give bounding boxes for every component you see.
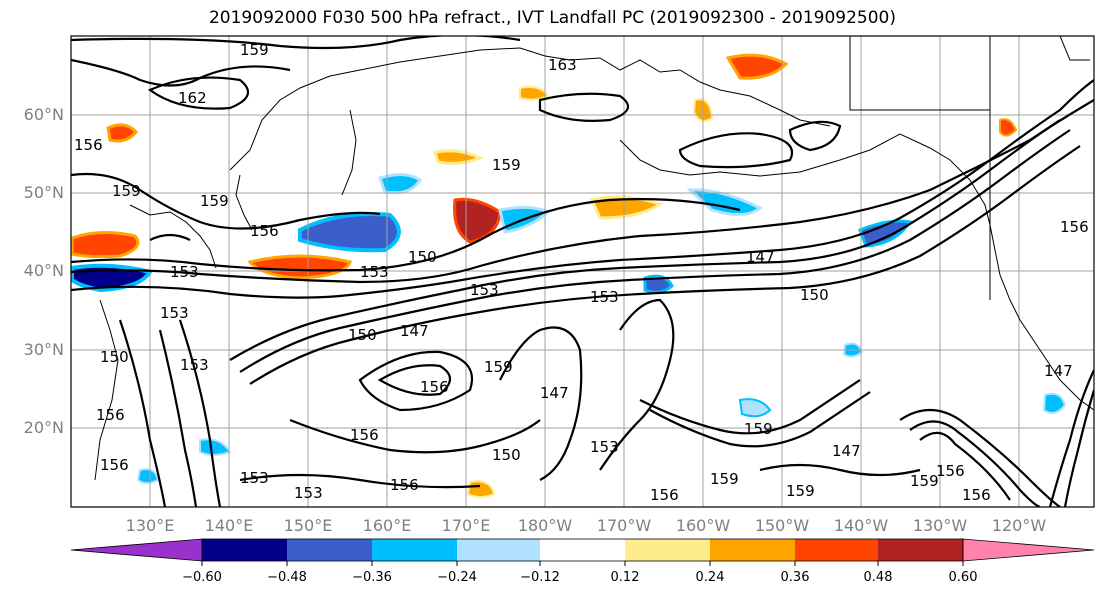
contour-label: 156 [650, 486, 679, 504]
lat-label: 20°N [23, 418, 64, 437]
contour-label: 156 [962, 486, 991, 504]
contour-label: 153 [170, 263, 199, 281]
lon-label: 140°E [204, 516, 254, 535]
map-title: 2019092000 F030 500 hPa refract., IVT La… [208, 8, 896, 28]
contour-label: 156 [350, 426, 379, 444]
contour-label: 159 [744, 420, 773, 438]
lon-label: 120°W [991, 516, 1047, 535]
contour-label: 156 [96, 406, 125, 424]
colorbar-tick-label: 0.60 [948, 570, 978, 585]
colorbar-segment [540, 539, 625, 561]
lon-label: 140°W [833, 516, 889, 535]
contour-label: 150 [100, 348, 129, 366]
lon-label: 160°W [675, 516, 731, 535]
contour-label: 156 [420, 378, 449, 396]
contour-label: 150 [492, 446, 521, 464]
colorbar-tick-label: −0.12 [520, 570, 560, 585]
lon-label: 180°W [517, 516, 573, 535]
contour-label: 156 [390, 476, 419, 494]
contour-label-set: 159 162 163 156 159 159 159 156 153 153 … [74, 41, 1089, 504]
lat-label: 60°N [23, 105, 64, 124]
colorbar-extend-max [962, 538, 1095, 562]
contour-label: 153 [160, 304, 189, 322]
coastlines [94, 36, 1094, 481]
contour-label: 156 [936, 462, 965, 480]
colorbar-extend-min [70, 538, 203, 562]
contour-label: 150 [800, 286, 829, 304]
colorbar-segment [372, 539, 457, 561]
lon-label: 130°E [125, 516, 175, 535]
contour-label: 159 [240, 41, 269, 59]
contour-label: 159 [112, 182, 141, 200]
contour-label: 147 [832, 442, 861, 460]
colorbar-segment [795, 539, 878, 561]
contour-label: 159 [910, 472, 939, 490]
colorbar-tick-label: −0.24 [437, 570, 477, 585]
colorbar-segment [710, 539, 795, 561]
colorbar-segment [457, 539, 540, 561]
colorbar-tick-label: 0.36 [780, 570, 810, 585]
colorbar-tick-label: 0.12 [610, 570, 640, 585]
colorbar-tick-label: −0.48 [267, 570, 307, 585]
colorbar-segment [202, 539, 287, 561]
contour-label: 159 [710, 470, 739, 488]
map-frame [70, 35, 1095, 508]
lon-label: 130°W [912, 516, 968, 535]
colorbar-tick-label: 0.24 [695, 570, 725, 585]
colorbar-ticks [201, 561, 964, 566]
contour-label: 159 [200, 192, 229, 210]
contour-label: 153 [470, 281, 499, 299]
colorbar-tick-label: −0.36 [352, 570, 392, 585]
lon-label: 160°E [362, 516, 412, 535]
lat-label: 30°N [23, 340, 64, 359]
contour-label: 163 [548, 56, 577, 74]
lon-label: 150°W [754, 516, 810, 535]
contour-label: 147 [746, 248, 775, 266]
colorbar-tick-label: 0.48 [863, 570, 893, 585]
contour-label: 147 [540, 384, 569, 402]
colorbar [70, 538, 1095, 566]
contour-label: 147 [1044, 362, 1073, 380]
contour-label: 147 [400, 322, 429, 340]
lon-label: 150°E [283, 516, 333, 535]
contour-label: 159 [484, 358, 513, 376]
colorbar-segment [287, 539, 372, 561]
contour-label: 156 [1060, 218, 1089, 236]
contour-label: 153 [240, 469, 269, 487]
contour-label: 159 [492, 156, 521, 174]
lon-label: 170°E [441, 516, 491, 535]
graticule [71, 36, 1094, 507]
contour-lines [71, 36, 1094, 507]
contour-label: 153 [360, 263, 389, 281]
contour-label: 153 [590, 288, 619, 306]
colorbar-segment [625, 539, 710, 561]
colorbar-frame [201, 538, 964, 562]
contour-label: 162 [178, 89, 207, 107]
contour-label: 150 [348, 326, 377, 344]
contour-label: 159 [786, 482, 815, 500]
lat-label: 50°N [23, 183, 64, 202]
contour-label: 156 [74, 136, 103, 154]
lat-label: 40°N [23, 261, 64, 280]
contour-label: 156 [100, 456, 129, 474]
contour-label: 150 [408, 248, 437, 266]
contour-label: 156 [250, 222, 279, 240]
colorbar-segment [878, 539, 963, 561]
contour-label: 153 [590, 438, 619, 456]
colorbar-tick-label: −0.60 [182, 570, 222, 585]
contour-label: 153 [180, 356, 209, 374]
lon-label: 170°W [596, 516, 652, 535]
contour-label: 153 [294, 484, 323, 502]
